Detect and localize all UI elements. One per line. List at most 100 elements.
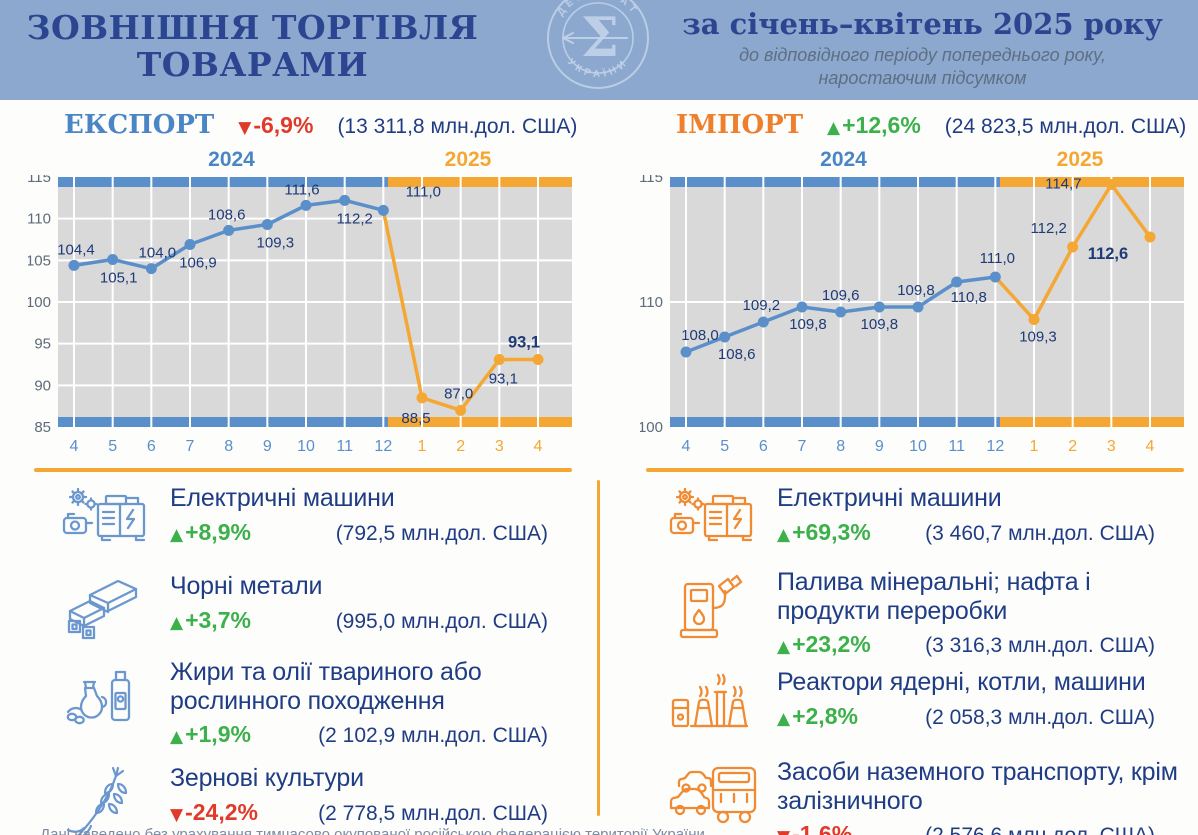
item-value: (2 576,6 млн.дол. США) xyxy=(925,824,1155,835)
list-item: Засоби наземного транспорту, крім залізн… xyxy=(657,758,1198,835)
up-triangle-icon: ▲ xyxy=(170,612,184,633)
svg-text:111,0: 111,0 xyxy=(980,250,1015,267)
up-triangle-icon: ▲ xyxy=(170,524,184,545)
item-change: ▲+8,9% xyxy=(170,518,251,545)
item-title: Електричні машини xyxy=(777,484,1002,512)
svg-text:104,4: 104,4 xyxy=(57,241,95,258)
svg-text:105: 105 xyxy=(28,252,51,269)
svg-text:111,0: 111,0 xyxy=(406,183,441,200)
ground-transport-icon xyxy=(657,758,777,830)
item-change: ▲+69,3% xyxy=(777,518,871,545)
list-item: Реактори ядерні, котли, машини ▲+2,8% (2… xyxy=(657,668,1198,758)
svg-text:4: 4 xyxy=(682,438,691,455)
list-item: Жири та олії твариного або рослинного по… xyxy=(50,658,599,764)
fats-oils-icon xyxy=(50,658,170,732)
svg-text:93,1: 93,1 xyxy=(489,371,518,388)
commodities-section: Електричні машини ▲+8,9% (792,5 млн.дол.… xyxy=(0,472,1198,835)
item-change: ▲+3,7% xyxy=(170,606,251,633)
list-item: Електричні машини ▲+69,3% (3 460,7 млн.д… xyxy=(657,484,1198,568)
year-2025-label: 2025 xyxy=(1056,148,1104,171)
item-value: (2 778,5 млн.дол. США) xyxy=(318,801,548,825)
svg-text:5: 5 xyxy=(720,438,729,455)
period-title: за січень–квітень 2025 року xyxy=(682,7,1163,41)
item-change: ▼-1,6% xyxy=(777,821,852,835)
svg-text:109,8: 109,8 xyxy=(861,316,899,333)
svg-text:112,2: 112,2 xyxy=(1030,220,1066,237)
period-subtitle-line2: наростаючим підсумком xyxy=(818,68,1027,89)
svg-text:109,8: 109,8 xyxy=(897,282,935,299)
svg-text:11: 11 xyxy=(948,438,965,455)
electric-machines-icon xyxy=(657,484,777,556)
page-title-line2: ТОВАРАМИ xyxy=(136,45,369,85)
svg-text:109,8: 109,8 xyxy=(789,316,827,333)
export-change: ▼-6,9% xyxy=(238,112,314,138)
page-title: ЗОВНІШНЯ ТОРГІВЛЯ ТОВАРАМИ xyxy=(0,9,505,84)
svg-text:115: 115 xyxy=(640,175,663,186)
import-total: (24 823,5 млн.дол. США) xyxy=(944,115,1187,138)
svg-text:1: 1 xyxy=(418,438,427,455)
svg-text:5: 5 xyxy=(108,438,117,455)
export-label: ЕКСПОРТ xyxy=(64,110,215,140)
item-value: (995,0 млн.дол. США) xyxy=(335,609,548,633)
year-2025-label: 2025 xyxy=(444,148,492,171)
svg-text:106,9: 106,9 xyxy=(179,255,217,272)
down-triangle-icon: ▼ xyxy=(777,827,790,835)
down-triangle-icon: ▼ xyxy=(238,118,252,138)
svg-text:100: 100 xyxy=(640,419,663,436)
year-2024-label: 2024 xyxy=(208,148,255,171)
svg-text:90: 90 xyxy=(34,377,51,394)
cereals-icon xyxy=(50,764,170,835)
export-line-chart: 115110105100959085104,4105,1104,0106,910… xyxy=(28,175,572,455)
item-title: Палива мінеральні; нафта і продукти пере… xyxy=(777,568,1091,625)
center-divider xyxy=(597,480,600,816)
item-value: (2 102,9 млн.дол. США) xyxy=(318,724,548,747)
import-underline xyxy=(646,468,1184,472)
svg-text:3: 3 xyxy=(1107,438,1116,455)
up-triangle-icon: ▲ xyxy=(170,727,184,747)
svg-text:11: 11 xyxy=(336,438,353,455)
svg-text:10: 10 xyxy=(297,438,315,455)
item-title: Жири та олії твариного або рослинного по… xyxy=(170,658,482,715)
svg-text:3: 3 xyxy=(495,438,504,455)
svg-text:93,1: 93,1 xyxy=(508,334,540,352)
list-item: Чорні метали ▲+3,7% (995,0 млн.дол. США) xyxy=(50,572,599,658)
charts-row: ЕКСПОРТ ▼-6,9% (13 311,8 млн.дол. США) 2… xyxy=(0,100,1198,472)
svg-text:8: 8 xyxy=(836,438,845,455)
svg-text:110: 110 xyxy=(640,294,663,311)
svg-text:4: 4 xyxy=(70,438,79,455)
down-triangle-icon: ▼ xyxy=(170,804,184,825)
svg-text:105,1: 105,1 xyxy=(100,270,138,287)
import-commodities: Електричні машини ▲+69,3% (3 460,7 млн.д… xyxy=(599,484,1198,835)
footnote-cutoff: Дані наведено без урахування тимчасово о… xyxy=(40,826,705,835)
svg-text:9: 9 xyxy=(263,438,272,455)
period-block: за січень–квітень 2025 року до відповідн… xyxy=(655,7,1190,91)
svg-text:114,7: 114,7 xyxy=(1045,176,1081,193)
svg-text:6: 6 xyxy=(147,438,156,455)
svg-text:88,5: 88,5 xyxy=(401,410,430,427)
svg-text:1: 1 xyxy=(1030,438,1039,455)
svg-text:4: 4 xyxy=(1146,438,1155,455)
import-change: ▲+12,6% xyxy=(827,112,921,138)
svg-text:109,2: 109,2 xyxy=(743,297,781,314)
derzhstat-ukraine-logo-icon: ДЕРЖСТАТ УКРАЇНИ Σ xyxy=(547,0,649,89)
import-line-chart: 115110100108,0108,6109,2109,8109,6109,81… xyxy=(640,175,1184,455)
item-change: ▲+1,9% xyxy=(170,721,251,747)
svg-text:10: 10 xyxy=(909,438,927,455)
list-item: Зернові культури ▼-24,2% (2 778,5 млн.до… xyxy=(50,764,599,835)
svg-text:109,3: 109,3 xyxy=(1019,329,1057,346)
header: ЗОВНІШНЯ ТОРГІВЛЯ ТОВАРАМИ ДЕРЖСТАТ УКРА… xyxy=(0,0,1198,100)
svg-text:9: 9 xyxy=(875,438,884,455)
svg-text:104,0: 104,0 xyxy=(139,245,177,262)
svg-text:85: 85 xyxy=(34,419,51,436)
svg-text:108,0: 108,0 xyxy=(681,327,719,344)
item-title: Зернові культури xyxy=(170,764,364,792)
svg-text:108,6: 108,6 xyxy=(208,206,246,223)
svg-text:7: 7 xyxy=(798,438,807,455)
svg-text:110,8: 110,8 xyxy=(950,289,986,306)
svg-text:100: 100 xyxy=(28,294,51,311)
svg-text:109,3: 109,3 xyxy=(257,235,295,252)
list-item: Електричні машини ▲+8,9% (792,5 млн.дол.… xyxy=(50,484,599,572)
item-title: Електричні машини xyxy=(170,484,395,512)
electric-machines-icon xyxy=(50,484,170,556)
